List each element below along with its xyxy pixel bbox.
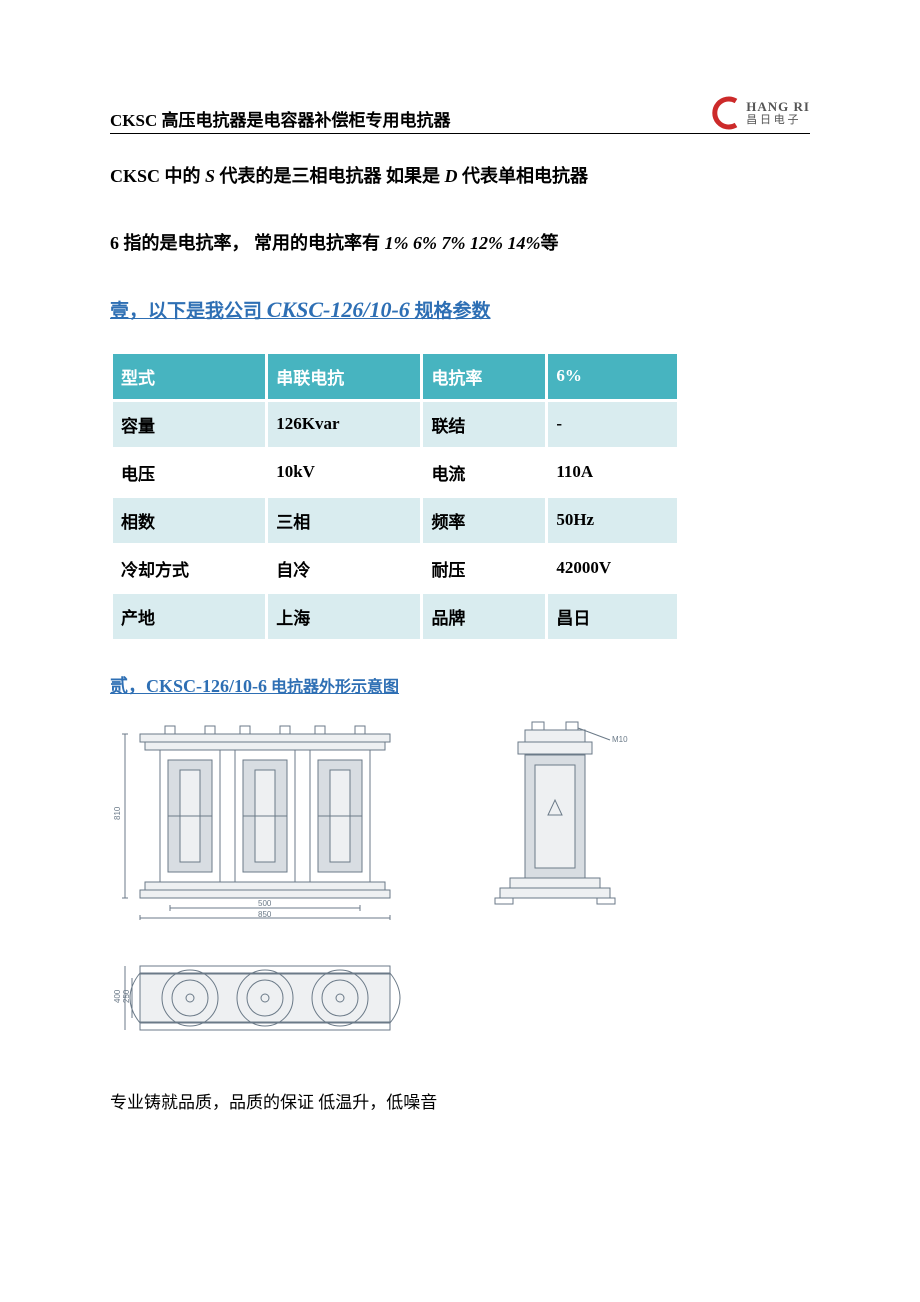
section-2-title: 贰，CKSC-126/10-6 电抗器外形示意图 bbox=[110, 672, 810, 698]
table-row: 产地上海品牌昌日 bbox=[112, 592, 679, 640]
diagram-front-view: 810 500 850 bbox=[110, 720, 410, 920]
table-row: 冷却方式自冷耐压42000V bbox=[112, 544, 679, 592]
diagram-side-view: M10 bbox=[480, 720, 640, 920]
table-row: 容量126Kvar联结- bbox=[112, 400, 679, 448]
section-1-title: 壹，以下是我公司 CKSC-126/10-6 规格参数 bbox=[110, 296, 810, 323]
footer-text: 专业铸就品质，品质的保证 低温升，低噪音 bbox=[110, 1088, 810, 1113]
table-header-row: 型式 串联电抗 电抗率 6% bbox=[112, 352, 679, 400]
spec-table: 型式 串联电抗 电抗率 6% 容量126Kvar联结- 电压10kV电流110A… bbox=[110, 351, 680, 642]
svg-text:850: 850 bbox=[258, 910, 272, 919]
header-text: CKSC 高压电抗器是电容器补偿柜专用电抗器 bbox=[110, 106, 450, 131]
svg-text:400: 400 bbox=[113, 989, 122, 1003]
intro-line-1: CKSC 中的 S 代表的是三相电抗器 如果是 D 代表单相电抗器 bbox=[110, 162, 810, 191]
page-header: CKSC 高压电抗器是电容器补偿柜专用电抗器 HANG RI 昌 日 电 子 bbox=[110, 95, 810, 134]
diagram-top-view: 400 250 bbox=[110, 938, 410, 1058]
intro-line-2: 6 指的是电抗率， 常用的电抗率有 1% 6% 7% 12% 14%等 bbox=[110, 229, 810, 258]
table-header-cell: 6% bbox=[547, 352, 679, 400]
table-row: 电压10kV电流110A bbox=[112, 448, 679, 496]
table-header-cell: 电抗率 bbox=[422, 352, 547, 400]
logo: HANG RI 昌 日 电 子 bbox=[708, 95, 810, 131]
logo-text-en: HANG RI bbox=[746, 99, 810, 115]
table-header-cell: 型式 bbox=[112, 352, 267, 400]
svg-text:500: 500 bbox=[258, 899, 272, 908]
svg-text:M10: M10 bbox=[612, 735, 628, 744]
table-header-cell: 串联电抗 bbox=[267, 352, 422, 400]
diagrams-container: 810 500 850 bbox=[110, 720, 810, 1058]
table-row: 相数三相频率50Hz bbox=[112, 496, 679, 544]
logo-text-cn: 昌 日 电 子 bbox=[746, 114, 810, 127]
svg-text:810: 810 bbox=[113, 806, 122, 820]
svg-text:250: 250 bbox=[122, 989, 131, 1003]
logo-c-icon bbox=[708, 95, 744, 131]
